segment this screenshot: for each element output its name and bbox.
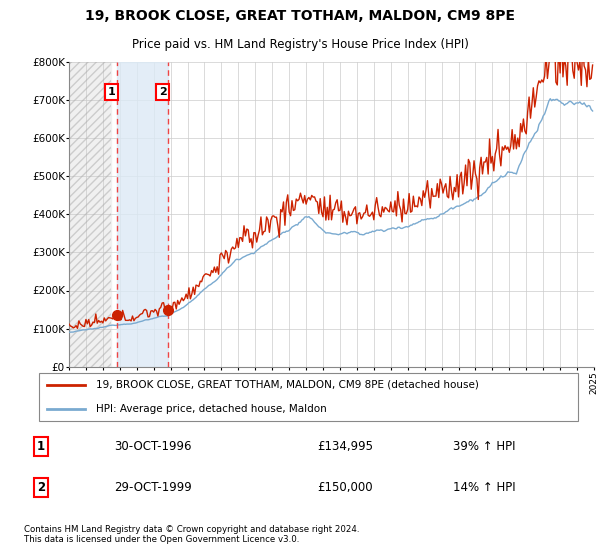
Text: 2: 2 (37, 481, 45, 494)
Text: 39% ↑ HPI: 39% ↑ HPI (452, 440, 515, 453)
Text: 1: 1 (108, 87, 116, 97)
Text: 14% ↑ HPI: 14% ↑ HPI (452, 481, 515, 494)
Bar (117, 62, 168, 367)
Bar (69, 62, 112, 367)
Text: 2: 2 (159, 87, 167, 97)
Bar (69, 62, 112, 367)
Text: 19, BROOK CLOSE, GREAT TOTHAM, MALDON, CM9 8PE (detached house): 19, BROOK CLOSE, GREAT TOTHAM, MALDON, C… (96, 380, 479, 390)
Text: 30-OCT-1996: 30-OCT-1996 (114, 440, 192, 453)
Text: 1: 1 (37, 440, 45, 453)
Text: £134,995: £134,995 (317, 440, 373, 453)
Text: HPI: Average price, detached house, Maldon: HPI: Average price, detached house, Mald… (96, 404, 327, 414)
FancyBboxPatch shape (39, 373, 578, 421)
Text: 29-OCT-1999: 29-OCT-1999 (114, 481, 192, 494)
Text: 19, BROOK CLOSE, GREAT TOTHAM, MALDON, CM9 8PE: 19, BROOK CLOSE, GREAT TOTHAM, MALDON, C… (85, 9, 515, 23)
Text: £150,000: £150,000 (317, 481, 373, 494)
Text: Contains HM Land Registry data © Crown copyright and database right 2024.
This d: Contains HM Land Registry data © Crown c… (24, 525, 359, 544)
Text: Price paid vs. HM Land Registry's House Price Index (HPI): Price paid vs. HM Land Registry's House … (131, 38, 469, 51)
